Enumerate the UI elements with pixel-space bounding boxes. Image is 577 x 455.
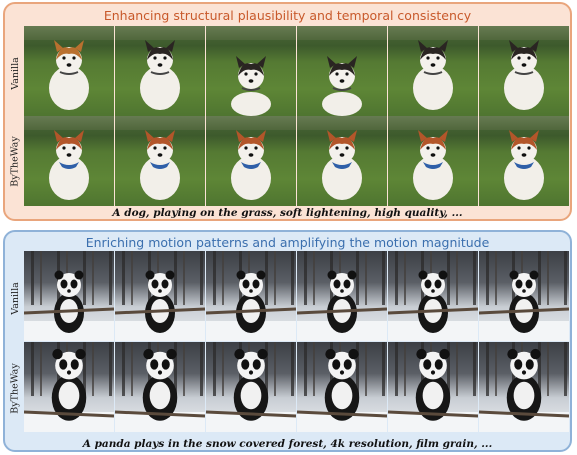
panda-figure bbox=[115, 251, 205, 341]
dog-figure bbox=[24, 26, 114, 116]
panda-figure bbox=[388, 342, 478, 432]
dog-vanilla-frame bbox=[297, 26, 387, 116]
panda-figure bbox=[479, 342, 569, 432]
panda-figure bbox=[297, 342, 387, 432]
panda-bytheway-frame bbox=[479, 342, 569, 432]
dog-bytheway-frame bbox=[479, 116, 569, 206]
panda-vanilla-frame bbox=[297, 251, 387, 341]
panda-figure bbox=[206, 342, 296, 432]
dog-bytheway-frame bbox=[388, 116, 478, 206]
dog-figure bbox=[24, 116, 114, 206]
dog-vanilla-frame bbox=[388, 26, 478, 116]
dog-bytheway-frames bbox=[24, 116, 569, 206]
dog-figure bbox=[479, 26, 569, 116]
dog-figure bbox=[115, 26, 205, 116]
dog-vanilla-frame bbox=[479, 26, 569, 116]
panda-vanilla-frame bbox=[24, 251, 114, 341]
panda-figure bbox=[479, 251, 569, 341]
panda-figure bbox=[24, 251, 114, 341]
panda-bytheway-frame bbox=[24, 342, 114, 432]
dog-vanilla-frame bbox=[24, 26, 114, 116]
panda-figure bbox=[388, 251, 478, 341]
dog-comparison-panel: Enhancing structural plausibility and te… bbox=[3, 2, 572, 221]
panda-prompt-caption: A panda plays in the snow covered forest… bbox=[82, 438, 493, 450]
dog-bytheway-frame bbox=[115, 116, 205, 206]
panda-figure bbox=[206, 251, 296, 341]
panda-vanilla-frame bbox=[479, 251, 569, 341]
panda-comparison-panel: Enriching motion patterns and amplifying… bbox=[3, 230, 572, 452]
panda-panel-title: Enriching motion patterns and amplifying… bbox=[85, 235, 490, 250]
dog-vanilla-frame bbox=[206, 26, 296, 116]
panda-bytheway-frame bbox=[297, 342, 387, 432]
panda-vanilla-frame bbox=[206, 251, 296, 341]
panda-row-vanilla-label: Vanilla bbox=[9, 281, 21, 315]
dog-figure bbox=[206, 26, 296, 116]
panda-bytheway-frame bbox=[388, 342, 478, 432]
dog-bytheway-frame bbox=[24, 116, 114, 206]
dog-panel-title: Enhancing structural plausibility and te… bbox=[103, 8, 472, 23]
dog-row-vanilla-label: Vanilla bbox=[9, 56, 21, 90]
panda-bytheway-frames bbox=[24, 342, 569, 432]
dog-figure bbox=[297, 26, 387, 116]
panda-figure bbox=[115, 342, 205, 432]
panda-row-bytheway-label: ByTheWay bbox=[9, 362, 21, 414]
panda-vanilla-frame bbox=[388, 251, 478, 341]
panda-vanilla-frame bbox=[115, 251, 205, 341]
dog-bytheway-frame bbox=[206, 116, 296, 206]
dog-vanilla-frame bbox=[115, 26, 205, 116]
dog-figure bbox=[388, 116, 478, 206]
dog-bytheway-frame bbox=[297, 116, 387, 206]
panda-figure bbox=[24, 342, 114, 432]
panda-figure bbox=[297, 251, 387, 341]
panda-bytheway-frame bbox=[115, 342, 205, 432]
dog-vanilla-frames bbox=[24, 26, 569, 116]
dog-figure bbox=[388, 26, 478, 116]
dog-figure bbox=[479, 116, 569, 206]
dog-figure bbox=[297, 116, 387, 206]
dog-figure bbox=[206, 116, 296, 206]
dog-figure bbox=[115, 116, 205, 206]
panda-bytheway-frame bbox=[206, 342, 296, 432]
dog-row-bytheway-label: ByTheWay bbox=[9, 135, 21, 187]
dog-prompt-caption: A dog, playing on the grass, soft lighte… bbox=[112, 207, 463, 219]
panda-vanilla-frames bbox=[24, 251, 569, 341]
